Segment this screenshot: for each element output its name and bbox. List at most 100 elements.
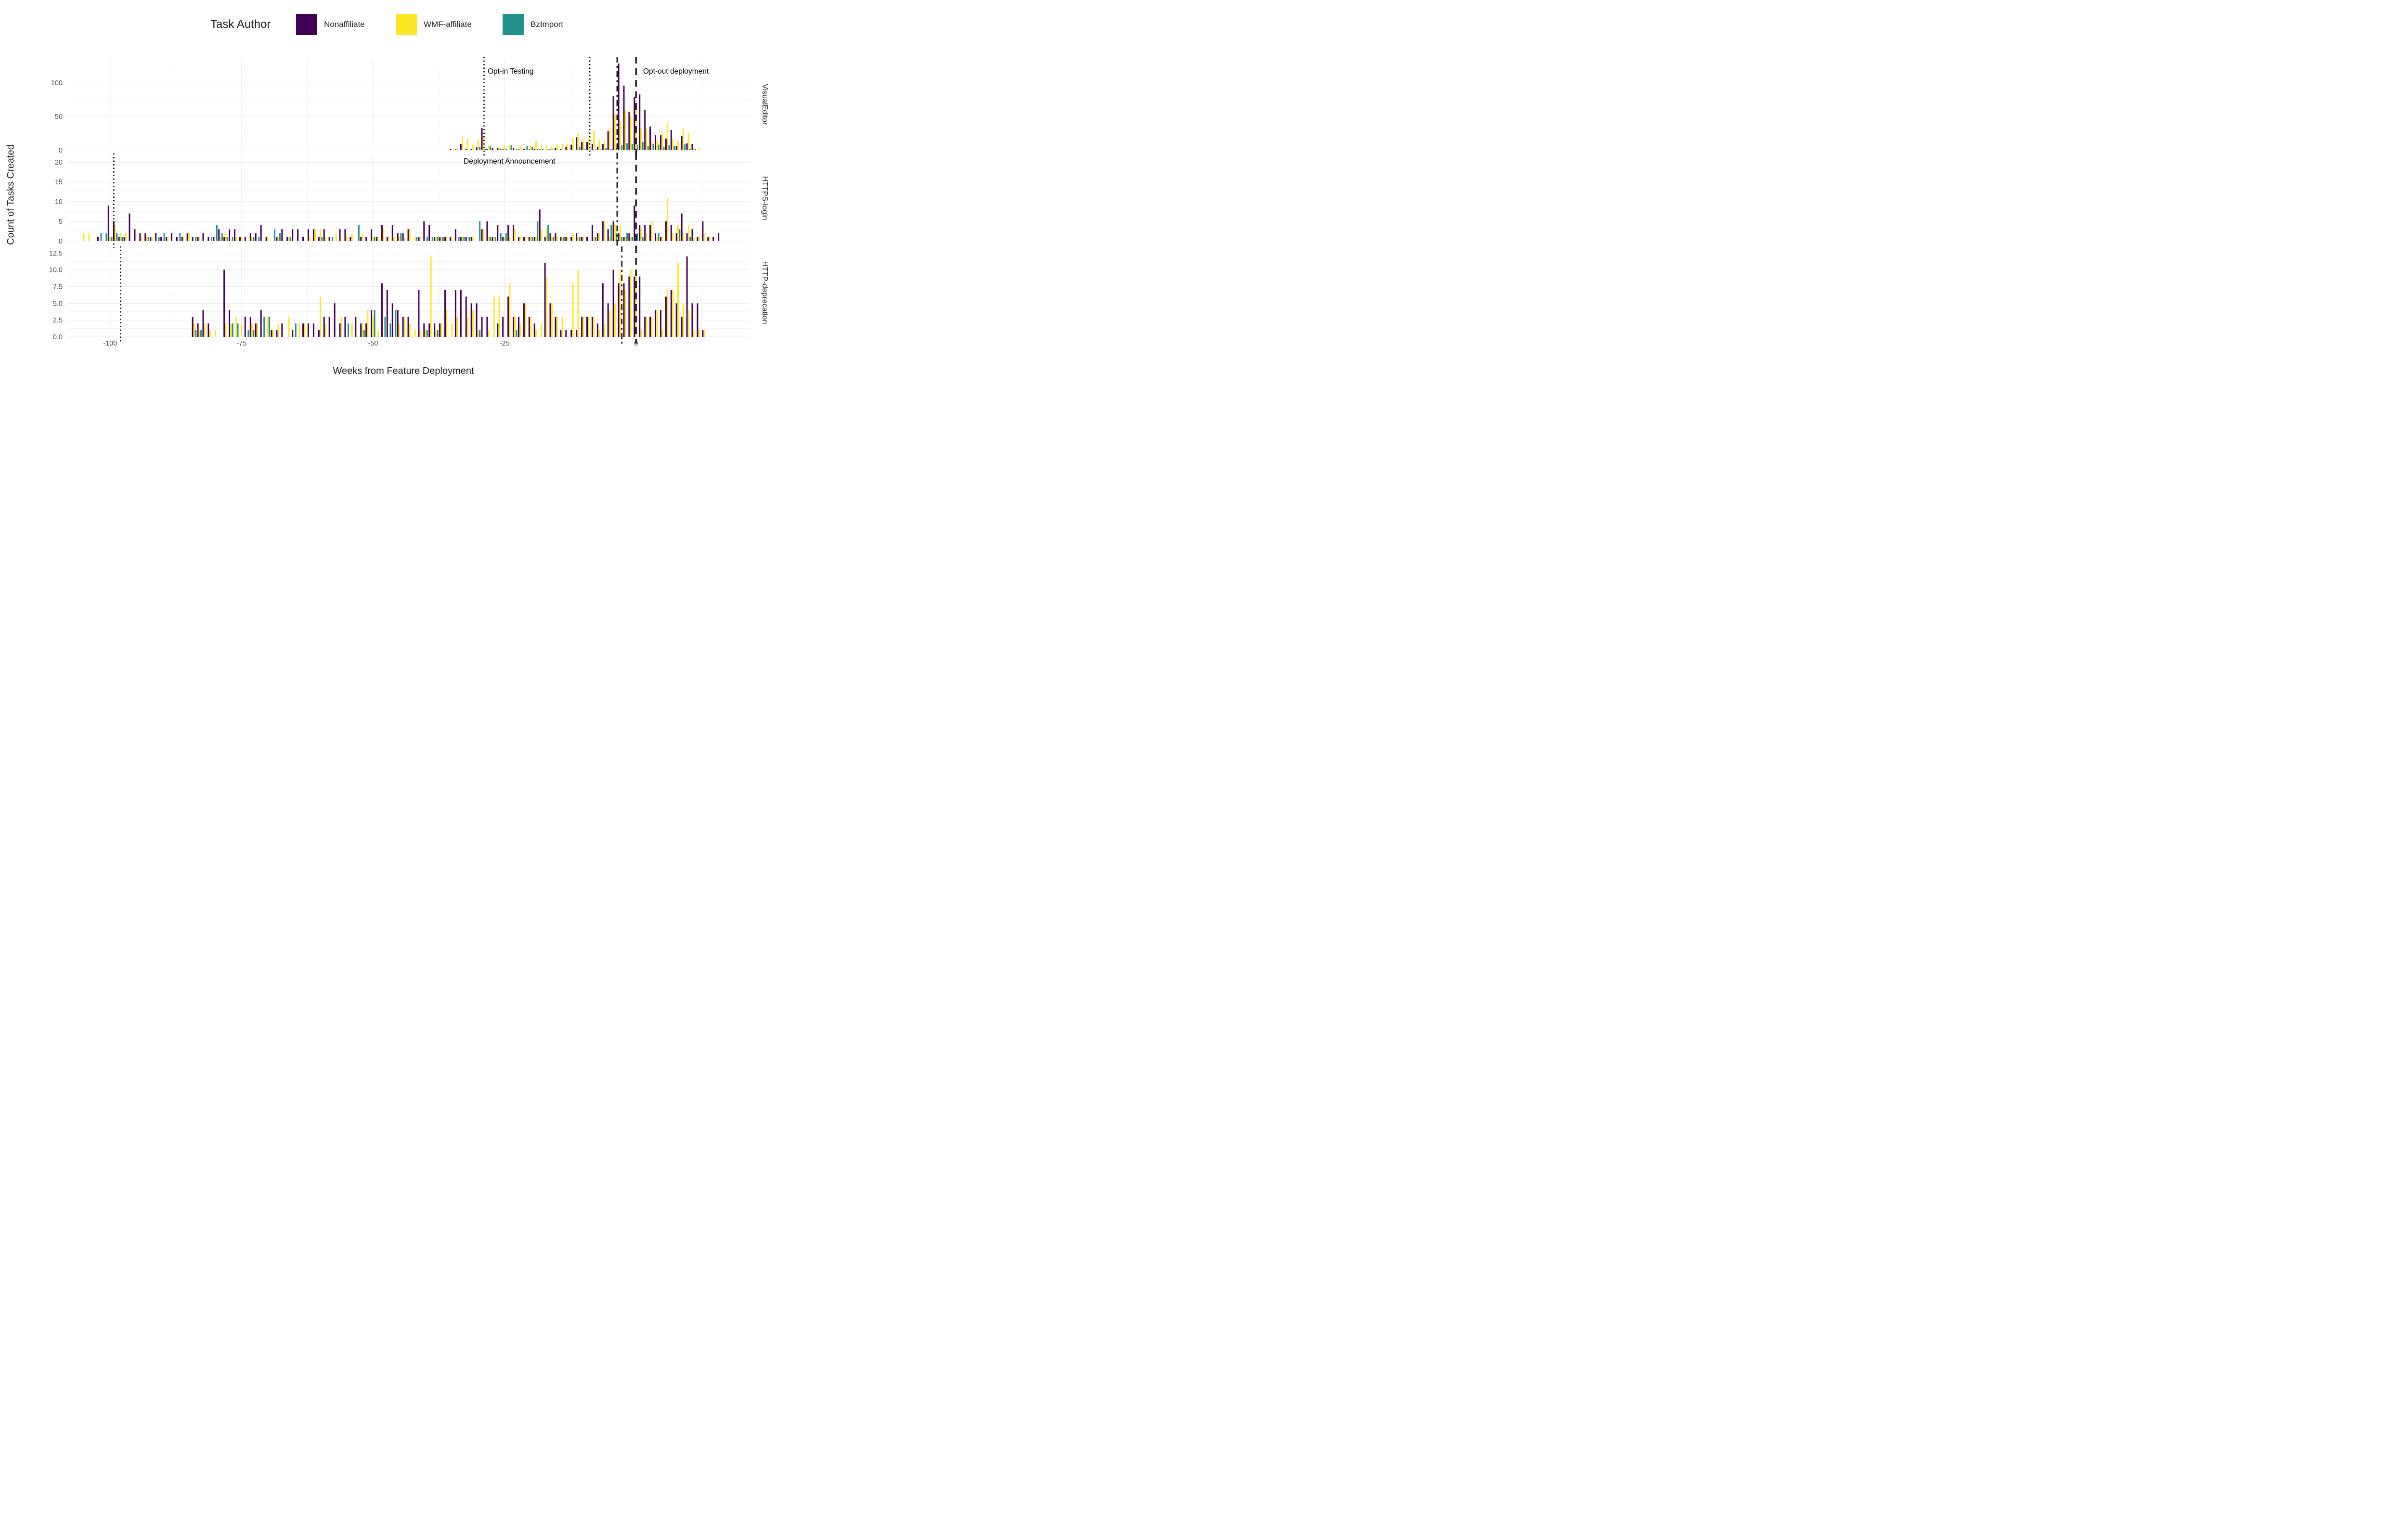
- bar-bzimport: [395, 310, 397, 337]
- bar-nonaffiliate: [439, 323, 441, 337]
- bar-wmf-affiliate: [403, 237, 405, 241]
- bar-wmf-affiliate: [377, 237, 379, 241]
- bar-wmf-affiliate: [340, 317, 342, 337]
- bar-wmf-affiliate: [351, 323, 353, 337]
- bar-wmf-affiliate: [540, 145, 542, 150]
- bar-bzimport: [658, 233, 660, 241]
- bar-nonaffiliate: [486, 317, 488, 337]
- facet-strip-label: HTTP-deprecation: [761, 261, 769, 324]
- bar-wmf-affiliate: [582, 237, 584, 241]
- bar-bzimport: [442, 237, 444, 241]
- bar-nonaffiliate: [560, 330, 562, 337]
- bar-bzimport: [605, 148, 607, 150]
- bar-wmf-affiliate: [514, 148, 516, 150]
- bar-wmf-affiliate: [509, 283, 511, 337]
- bar-bzimport: [642, 142, 644, 150]
- bar-nonaffiliate: [386, 237, 388, 241]
- bar-nonaffiliate: [470, 303, 472, 337]
- bar-wmf-affiliate: [251, 323, 253, 337]
- bar-bzimport: [584, 149, 586, 150]
- bar-wmf-affiliate: [540, 323, 542, 337]
- bar-nonaffiliate: [660, 310, 661, 337]
- bar-wmf-affiliate: [530, 317, 532, 337]
- bar-nonaffiliate: [502, 317, 504, 337]
- bar-nonaffiliate: [555, 317, 556, 337]
- bar-wmf-affiliate: [593, 317, 595, 337]
- bar-nonaffiliate: [365, 323, 367, 337]
- bar-wmf-affiliate: [235, 317, 237, 337]
- bar-wmf-affiliate: [672, 233, 674, 241]
- bar-nonaffiliate: [481, 128, 483, 150]
- bar-nonaffiliate: [586, 317, 588, 337]
- bar-nonaffiliate: [533, 148, 535, 150]
- bar-wmf-affiliate: [220, 237, 221, 241]
- bar-wmf-affiliate: [209, 330, 211, 337]
- bar-wmf-affiliate: [661, 132, 663, 150]
- bar-bzimport: [437, 237, 439, 241]
- bar-nonaffiliate: [612, 270, 614, 337]
- bar-wmf-affiliate: [646, 317, 647, 337]
- bar-nonaffiliate: [581, 317, 583, 337]
- bar-wmf-affiliate: [703, 330, 705, 337]
- bar-nonaffiliate: [371, 229, 373, 241]
- bar-wmf-affiliate: [687, 132, 689, 150]
- bar-nonaffiliate: [513, 225, 515, 241]
- bar-wmf-affiliate: [687, 225, 689, 241]
- bar-wmf-affiliate: [482, 229, 484, 241]
- bar-nonaffiliate: [513, 317, 515, 337]
- bar-wmf-affiliate: [419, 330, 421, 337]
- bar-nonaffiliate: [492, 237, 493, 241]
- bar-wmf-affiliate: [604, 141, 606, 150]
- bar-nonaffiliate: [476, 303, 478, 337]
- bar-nonaffiliate: [691, 303, 693, 337]
- bar-nonaffiliate: [644, 110, 646, 150]
- bar-nonaffiliate: [581, 142, 583, 150]
- bar-bzimport: [531, 237, 533, 241]
- y-tick-label: 100: [51, 79, 63, 87]
- bar-bzimport: [389, 323, 391, 337]
- bar-nonaffiliate: [497, 323, 499, 337]
- bar-bzimport: [437, 330, 439, 337]
- bar-bzimport: [358, 225, 360, 241]
- bar-nonaffiliate: [660, 237, 661, 241]
- bar-nonaffiliate: [670, 129, 672, 150]
- bar-wmf-affiliate: [682, 128, 684, 150]
- bar-nonaffiliate: [376, 237, 377, 241]
- legend-label-wmf-affiliate: WMF-affiliate: [424, 20, 472, 29]
- bar-nonaffiliate: [307, 229, 309, 241]
- bar-wmf-affiliate: [435, 237, 437, 241]
- bar-wmf-affiliate: [257, 323, 259, 337]
- bar-nonaffiliate: [576, 233, 578, 241]
- bar-nonaffiliate: [533, 323, 535, 337]
- bar-wmf-affiliate: [593, 130, 595, 150]
- legend-swatch-nonaffiliate: [296, 14, 317, 35]
- bar-nonaffiliate: [681, 213, 683, 241]
- bar-nonaffiliate: [312, 323, 314, 337]
- bar-nonaffiliate: [344, 317, 346, 337]
- bar-nonaffiliate: [586, 142, 588, 150]
- bar-nonaffiliate: [644, 317, 646, 337]
- bar-bzimport: [595, 149, 596, 150]
- bar-wmf-affiliate: [540, 229, 542, 241]
- bar-nonaffiliate: [507, 225, 509, 241]
- bar-bzimport: [221, 233, 223, 241]
- bar-wmf-affiliate: [151, 237, 153, 241]
- bar-wmf-affiliate: [320, 229, 322, 241]
- bar-wmf-affiliate: [577, 270, 579, 337]
- bar-wmf-affiliate: [125, 233, 127, 241]
- bar-wmf-affiliate: [509, 145, 511, 150]
- bar-nonaffiliate: [686, 256, 688, 337]
- bar-wmf-affiliate: [588, 317, 590, 337]
- bar-bzimport: [200, 330, 202, 337]
- bar-wmf-affiliate: [198, 237, 200, 241]
- bar-nonaffiliate: [639, 225, 641, 241]
- bar-wmf-affiliate: [477, 139, 479, 150]
- bar-wmf-affiliate: [488, 237, 490, 241]
- bar-wmf-affiliate: [398, 323, 400, 337]
- bar-nonaffiliate: [186, 233, 188, 241]
- bar-nonaffiliate: [418, 237, 420, 241]
- bar-wmf-affiliate: [593, 237, 595, 241]
- bar-nonaffiliate: [586, 237, 588, 241]
- bar-nonaffiliate: [591, 317, 593, 337]
- bar-nonaffiliate: [718, 233, 720, 241]
